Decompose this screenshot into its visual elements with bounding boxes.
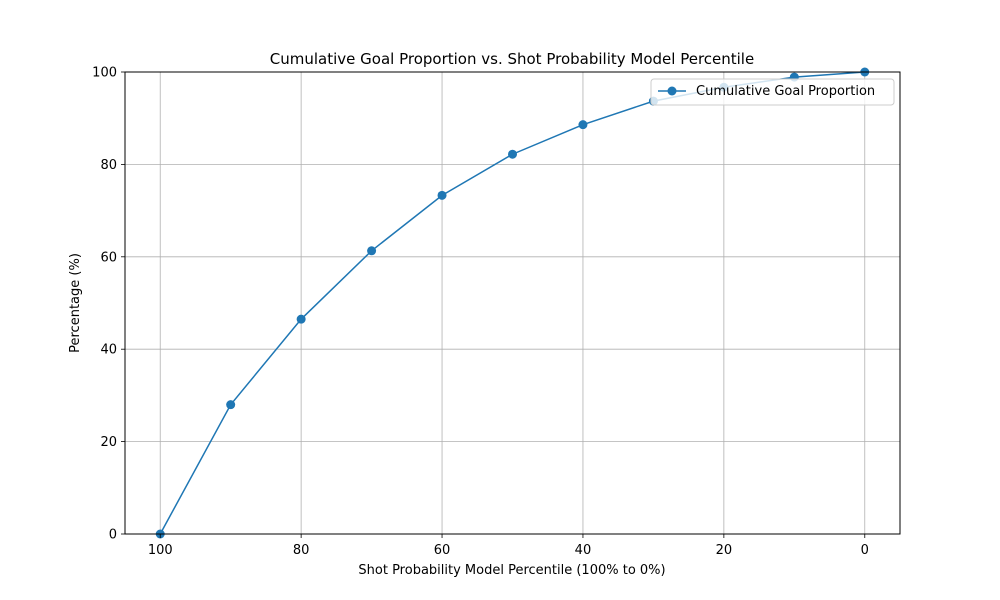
x-tick-label: 100 bbox=[148, 543, 173, 558]
x-tick-label: 40 bbox=[575, 543, 592, 558]
x-tick-label: 60 bbox=[434, 543, 451, 558]
x-tick-label: 0 bbox=[861, 543, 869, 558]
legend: Cumulative Goal Proportion bbox=[650, 78, 895, 106]
plot-frame bbox=[124, 71, 901, 535]
data-point bbox=[437, 190, 447, 200]
y-tick-label: 60 bbox=[100, 250, 117, 265]
y-tick-label: 40 bbox=[100, 343, 117, 358]
legend-label: Cumulative Goal Proportion bbox=[696, 84, 875, 99]
data-point bbox=[508, 149, 517, 159]
y-tick-label: 0 bbox=[109, 528, 117, 543]
data-point bbox=[296, 314, 306, 324]
legend-marker-swatch bbox=[667, 86, 677, 96]
y-tick-label: 80 bbox=[100, 158, 117, 173]
data-point bbox=[578, 120, 588, 130]
data-point bbox=[226, 400, 236, 410]
y-axis-label: Percentage (%) bbox=[68, 253, 83, 353]
y-tick-label: 100 bbox=[92, 66, 117, 81]
x-tick-label: 80 bbox=[293, 543, 310, 558]
y-tick-label: 20 bbox=[100, 435, 117, 450]
x-axis-label: Shot Probability Model Percentile (100% … bbox=[358, 563, 665, 578]
chart-title: Cumulative Goal Proportion vs. Shot Prob… bbox=[270, 50, 754, 68]
data-point bbox=[367, 246, 377, 256]
y-axis-ticks: 0 20 40 60 80 100 bbox=[92, 66, 125, 543]
x-axis-ticks: 100 80 60 40 20 0 bbox=[148, 534, 869, 558]
x-tick-label: 20 bbox=[716, 543, 733, 558]
legend-box bbox=[650, 78, 895, 106]
